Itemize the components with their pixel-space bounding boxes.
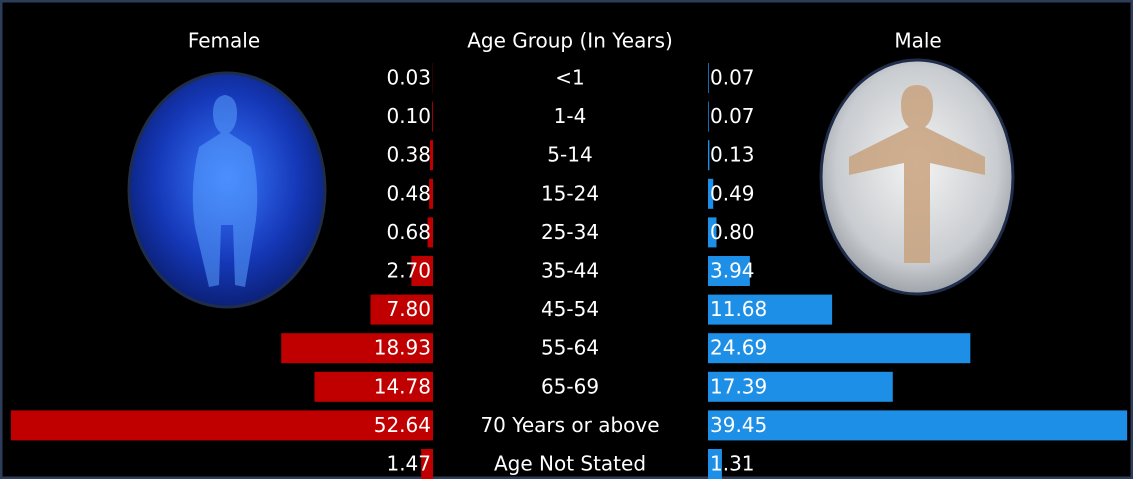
female-value-label: 0.10 bbox=[386, 104, 431, 128]
female-value-label: 1.47 bbox=[386, 452, 431, 476]
category-label: 65-69 bbox=[541, 374, 599, 398]
female-bar bbox=[11, 410, 433, 440]
male-value-label: 0.07 bbox=[710, 104, 755, 128]
male-value-label: 39.45 bbox=[710, 413, 767, 437]
category-label: 45-54 bbox=[541, 297, 599, 321]
male-bar bbox=[708, 63, 709, 93]
female-value-label: 0.03 bbox=[386, 66, 431, 90]
male-value-label: 3.94 bbox=[710, 259, 755, 283]
category-label: 55-64 bbox=[541, 336, 599, 360]
female-value-label: 0.48 bbox=[386, 181, 431, 205]
male-value-label: 1.31 bbox=[710, 452, 755, 476]
male-bar bbox=[708, 410, 1127, 440]
male-value-label: 0.49 bbox=[710, 181, 755, 205]
category-label: 25-34 bbox=[541, 220, 599, 244]
category-label: 15-24 bbox=[541, 181, 599, 205]
male-header: Male bbox=[894, 29, 941, 53]
male-value-label: 24.69 bbox=[710, 336, 767, 360]
female-value-label: 2.70 bbox=[386, 259, 431, 283]
category-label: 1-4 bbox=[554, 104, 587, 128]
male-value-label: 0.13 bbox=[710, 143, 755, 167]
female-header: Female bbox=[188, 29, 260, 53]
female-value-label: 18.93 bbox=[374, 336, 431, 360]
male-value-label: 0.80 bbox=[710, 220, 755, 244]
category-label: <1 bbox=[555, 66, 584, 90]
category-label: 5-14 bbox=[547, 143, 592, 167]
male-value-label: 0.07 bbox=[710, 66, 755, 90]
female-value-label: 7.80 bbox=[386, 297, 431, 321]
female-value-label: 14.78 bbox=[374, 374, 431, 398]
category-label: Age Not Stated bbox=[494, 452, 646, 476]
female-value-label: 0.68 bbox=[386, 220, 431, 244]
chart: Female Age Group (In Years) Male 0.03 0.0… bbox=[0, 0, 1133, 479]
male-value-label: 11.68 bbox=[710, 297, 767, 321]
page: Female Age Group (In Years) Male 0.03 0.0… bbox=[0, 0, 1133, 479]
chart-title: Age Group (In Years) bbox=[467, 29, 673, 53]
female-value-label: 0.38 bbox=[386, 143, 431, 167]
male-bar bbox=[708, 102, 709, 132]
male-value-label: 17.39 bbox=[710, 374, 767, 398]
category-label: 70 Years or above bbox=[480, 413, 659, 437]
female-value-label: 52.64 bbox=[374, 413, 431, 437]
female-bar bbox=[432, 102, 433, 132]
category-label: 35-44 bbox=[541, 259, 599, 283]
